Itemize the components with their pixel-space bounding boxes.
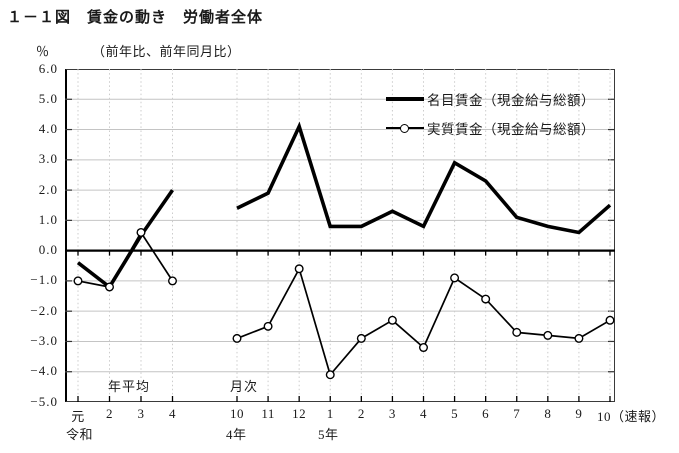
y-tick-label: −1.0 bbox=[30, 272, 58, 288]
x-tick-label: 7 bbox=[513, 406, 521, 421]
y-tick-label: −3.0 bbox=[30, 332, 58, 348]
x-tick-label: 4 bbox=[169, 406, 176, 421]
real-wage-marker bbox=[167, 276, 177, 286]
real-wage-marker bbox=[232, 333, 242, 343]
y-tick-label: −2.0 bbox=[30, 302, 58, 318]
x-tick-label: 2 bbox=[357, 406, 365, 421]
x-tick-label: 2 bbox=[106, 406, 113, 421]
y-tick-label: −4.0 bbox=[30, 363, 58, 379]
series-line bbox=[76, 189, 174, 290]
section-label-annual: 年平均 bbox=[108, 379, 151, 394]
x-tick-label: 12 bbox=[292, 406, 307, 421]
real-wage-marker bbox=[356, 333, 366, 343]
x-tick-label: 5 bbox=[451, 406, 459, 421]
x-tick-label: 3 bbox=[137, 406, 145, 421]
y-tick-label: 0.0 bbox=[38, 242, 58, 258]
era-label-reiwa: 令和 bbox=[66, 427, 94, 442]
real-wage-marker bbox=[387, 315, 397, 325]
y-tick-label: 1.0 bbox=[38, 211, 58, 227]
legend-item-real: 実質賃金（現金給与総額） bbox=[386, 113, 595, 142]
series-line bbox=[236, 266, 611, 377]
real-wage-marker bbox=[512, 327, 522, 337]
y-tick-label: 3.0 bbox=[38, 151, 58, 167]
x-tick-label: 3 bbox=[388, 406, 396, 421]
real-wage-marker bbox=[543, 330, 553, 340]
real-wage-marker bbox=[574, 333, 584, 343]
real-wage-marker bbox=[418, 343, 428, 353]
page-title: １－１図 賃金の動き 労働者全体 bbox=[7, 9, 264, 26]
legend-label-nominal: 名目賃金（現金給与総額） bbox=[427, 92, 595, 108]
real-wage-marker bbox=[605, 315, 615, 325]
series-line bbox=[77, 230, 174, 288]
x-tick-label: 8 bbox=[544, 406, 552, 421]
real-wage-marker bbox=[481, 294, 491, 304]
x-tick-label: 1 bbox=[326, 406, 334, 421]
legend-label-real: 実質賃金（現金給与総額） bbox=[427, 121, 595, 137]
wage-line-chart bbox=[65, 69, 615, 402]
x-tick-label: 6 bbox=[482, 406, 490, 421]
y-tick-label: 5.0 bbox=[38, 90, 58, 106]
x-tick-label: 11 bbox=[261, 406, 275, 421]
section-label-monthly: 月次 bbox=[230, 379, 259, 394]
circle-line-swatch-icon bbox=[386, 123, 424, 133]
x-tick-label: 10（速報） bbox=[596, 409, 665, 424]
real-wage-marker bbox=[450, 273, 460, 283]
series-line bbox=[236, 121, 612, 235]
y-tick-label: 2.0 bbox=[38, 181, 58, 197]
y-tick-label: −5.0 bbox=[30, 393, 58, 409]
era-label-year5: 5年 bbox=[318, 427, 339, 442]
y-tick-label: 4.0 bbox=[38, 121, 58, 137]
plot-area-border bbox=[65, 69, 615, 402]
y-axis-unit-label: ％ bbox=[36, 44, 50, 59]
thick-line-swatch-icon bbox=[386, 94, 424, 104]
real-wage-marker bbox=[294, 264, 304, 274]
y-tick-label: 6.0 bbox=[38, 60, 58, 76]
real-wage-marker bbox=[105, 282, 115, 292]
real-wage-marker bbox=[263, 321, 273, 331]
real-wage-marker bbox=[136, 227, 146, 237]
x-tick-label: 10 bbox=[230, 406, 244, 421]
era-label-year4: 4年 bbox=[226, 427, 247, 442]
chart-legend: 名目賃金（現金給与総額） 実質賃金（現金給与総額） bbox=[386, 84, 595, 142]
real-wage-marker bbox=[325, 370, 335, 380]
x-tick-label: 元 bbox=[71, 409, 85, 424]
x-tick-label: 9 bbox=[575, 406, 583, 421]
x-tick-label: 4 bbox=[419, 406, 427, 421]
real-wage-marker bbox=[73, 276, 83, 286]
legend-item-nominal: 名目賃金（現金給与総額） bbox=[386, 84, 595, 113]
y-axis-note: （前年比、前年同月比） bbox=[92, 44, 241, 59]
